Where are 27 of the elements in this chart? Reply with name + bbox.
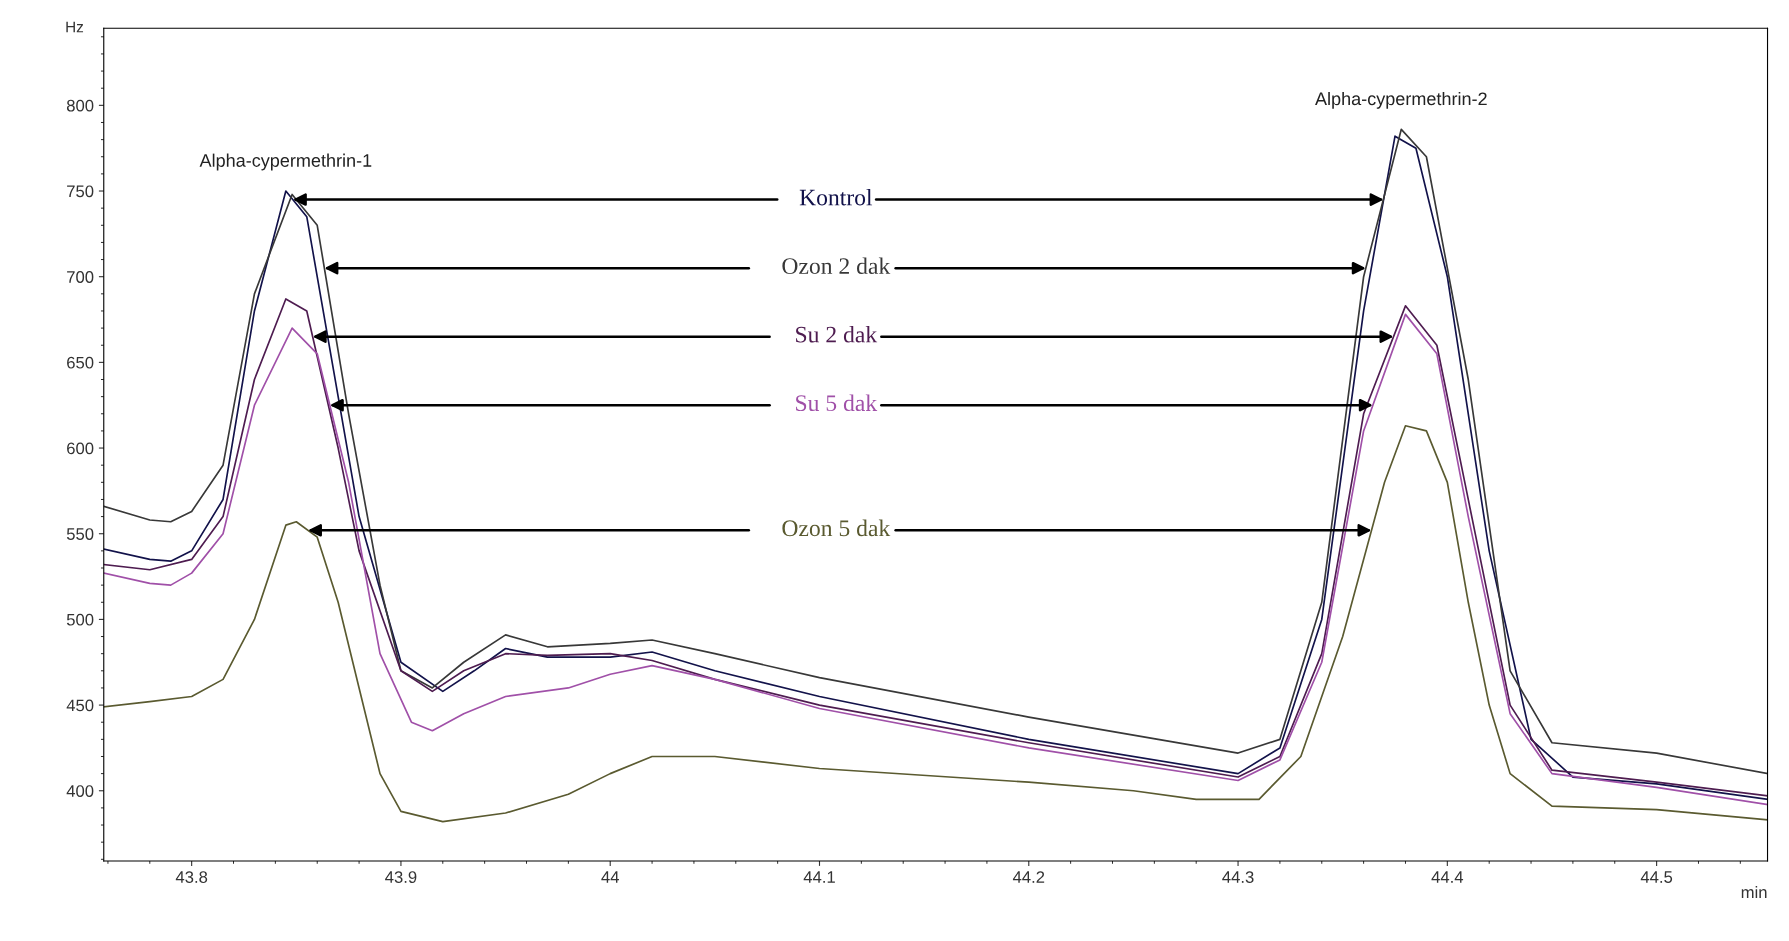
- text: Ozon 5 dak: [782, 519, 891, 537]
- y-tick-label: 650: [67, 356, 94, 369]
- x-tick-label: 44: [601, 871, 619, 883]
- text: Kontrol: [799, 188, 873, 206]
- y-tick-label: 500: [66, 613, 94, 626]
- annotation: Alpha-cypermethrin-2: [1315, 91, 1487, 109]
- y-axis-title: Hz: [66, 21, 84, 33]
- x-tick-label: 44.2: [1012, 871, 1045, 883]
- y-tick-label: 600: [67, 442, 94, 455]
- x-tick-label: 44.5: [1640, 871, 1673, 883]
- x-tick-label: 43.8: [175, 871, 208, 883]
- text: Su 5 dak: [796, 394, 878, 412]
- x-tick-label: 44.4: [1431, 871, 1464, 883]
- annotation: Alpha-cypermethrin-1: [199, 153, 372, 171]
- x-tick-label: 44.3: [1222, 871, 1254, 883]
- x-axis-title: min: [1741, 886, 1767, 899]
- y-tick-label: 400: [66, 785, 94, 797]
- y-tick-label: 700: [67, 271, 94, 283]
- y-tick-label: 750: [67, 185, 94, 198]
- y-tick-label: 450: [66, 699, 94, 712]
- x-tick-label: 43.9: [385, 871, 417, 883]
- y-tick-label: 800: [66, 99, 94, 112]
- line-series: [103, 424, 1768, 823]
- x-tick-label: 44.1: [803, 871, 835, 883]
- text: Ozon 2 dak: [782, 257, 891, 275]
- y-tick-label: 550: [66, 528, 94, 540]
- text: Su 2 dak: [796, 325, 878, 343]
